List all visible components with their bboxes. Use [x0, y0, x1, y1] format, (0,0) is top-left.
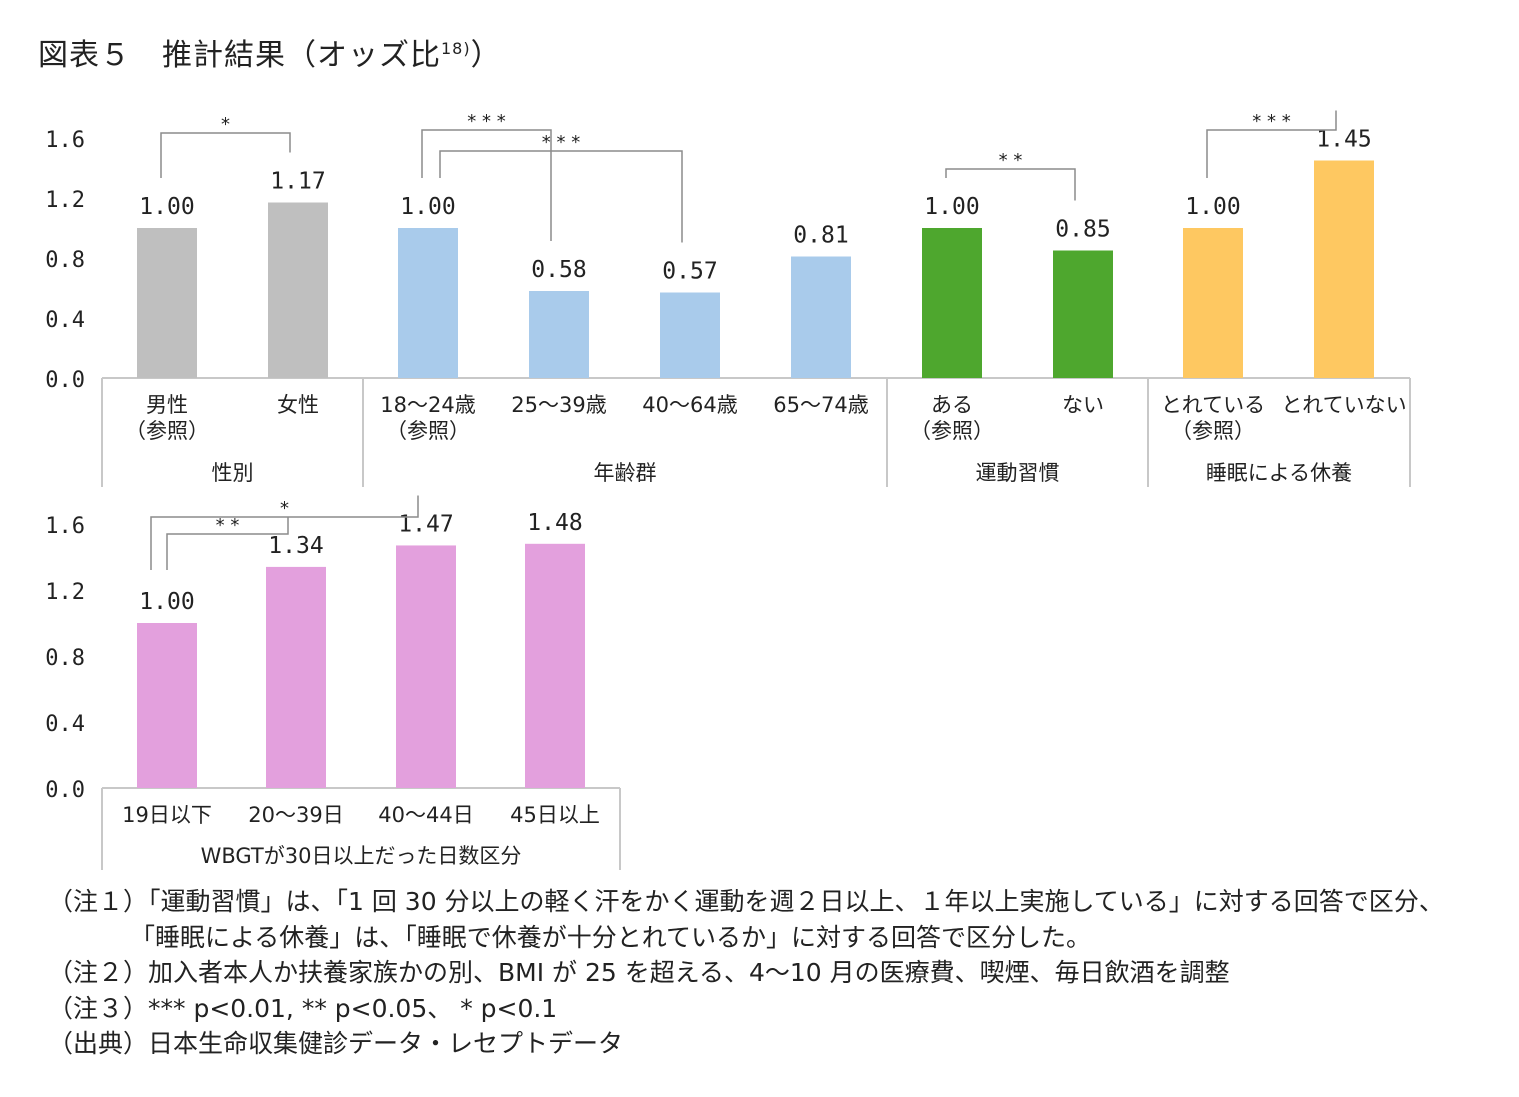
- group-label: 運動習慣: [976, 461, 1060, 485]
- group-label: 睡眠による休養: [1206, 461, 1352, 485]
- category-label: 40～64歳: [642, 393, 737, 417]
- note-source: （出典）日本生命収集健診データ・レセプトデータ: [48, 1029, 624, 1058]
- category-label: とれていない: [1281, 393, 1406, 417]
- group-label: 性別: [212, 461, 254, 485]
- bar: [791, 256, 851, 378]
- category-label: ない: [1062, 393, 1104, 417]
- group-label: WBGTが30日以上だった日数区分: [201, 844, 522, 868]
- category-label: 女性: [277, 393, 319, 417]
- bar: [398, 228, 458, 378]
- y-tick-label: 0.4: [45, 308, 85, 333]
- bar-value-label: 1.45: [1316, 127, 1371, 153]
- note-2: （注２）加入者本人か扶養家族かの別、BMI が 25 を超える、4～10 月の医…: [48, 958, 1230, 987]
- category-label: 45日以上: [510, 803, 600, 827]
- y-tick-label: 0.0: [45, 778, 85, 803]
- bar: [922, 228, 982, 378]
- bar: [268, 202, 328, 378]
- bar: [266, 566, 326, 788]
- bar-value-label: 0.57: [662, 259, 717, 285]
- significance-bracket: [150, 495, 419, 570]
- bar-value-label: 1.00: [139, 589, 194, 615]
- bar-value-label: 1.34: [268, 533, 323, 559]
- bar: [1183, 228, 1243, 378]
- category-label: 25～39歳: [511, 393, 606, 417]
- bar-value-label: 1.17: [270, 169, 325, 195]
- bar-value-label: 1.00: [1185, 194, 1240, 220]
- bar-value-label: 1.48: [527, 510, 582, 536]
- significance-bracket: [439, 150, 683, 243]
- category-label: 20～39日: [248, 803, 343, 827]
- y-tick-label: 1.6: [45, 128, 85, 153]
- category-label: 18～24歳: [380, 393, 475, 417]
- y-tick-label: 0.4: [45, 712, 85, 737]
- bar: [137, 623, 197, 788]
- bar: [137, 228, 197, 378]
- bar-value-label: 1.00: [400, 194, 455, 220]
- category-sublabel: （参照）: [386, 419, 470, 443]
- bar-value-label: 0.85: [1055, 217, 1110, 243]
- bar: [396, 545, 456, 788]
- bar: [525, 543, 585, 788]
- y-tick-label: 0.8: [45, 646, 85, 671]
- bar: [1053, 250, 1113, 378]
- significance-stars: * * *: [467, 111, 505, 132]
- odds-ratio-charts: 1.61.20.80.40.0性別1.00男性（参照）1.17女性*年齢群1.0…: [45, 110, 1411, 870]
- notes: （注１）「運動習慣」は、「1 回 30 分以上の軽く汗をかく運動を週２日以上、１…: [48, 884, 1444, 1062]
- category-label: 40～44日: [378, 803, 473, 827]
- bar-value-label: 0.81: [793, 223, 848, 249]
- bar: [660, 292, 720, 378]
- y-tick-label: 0.8: [45, 248, 85, 273]
- significance-bracket: [1206, 110, 1337, 178]
- significance-stars: * *: [999, 150, 1023, 171]
- significance-stars: * * *: [542, 132, 580, 153]
- significance-stars: *: [280, 498, 289, 519]
- note-3: （注３）*** p<0.01, ** p<0.05、 * p<0.1: [48, 993, 558, 1023]
- note-1: （注１）「運動習慣」は、「1 回 30 分以上の軽く汗をかく運動を週２日以上、１…: [48, 887, 1444, 916]
- y-tick-label: 1.6: [45, 514, 85, 539]
- bar: [1314, 160, 1374, 378]
- category-label: 19日以下: [122, 803, 212, 827]
- bar-value-label: 1.47: [398, 511, 453, 537]
- significance-stars: * *: [216, 515, 240, 536]
- group-label: 年齢群: [594, 461, 657, 485]
- significance-bracket: [166, 516, 289, 570]
- significance-bracket: [945, 168, 1076, 201]
- significance-stars: * * *: [1252, 111, 1290, 132]
- category-sublabel: （参照）: [1171, 419, 1255, 443]
- y-tick-label: 1.2: [45, 188, 85, 213]
- category-label: ある: [931, 393, 973, 417]
- significance-bracket: [421, 129, 552, 241]
- figure-title: 図表５ 推計結果（オッズ比18)）: [38, 38, 502, 73]
- bar-value-label: 1.00: [139, 194, 194, 220]
- bar-value-label: 1.00: [924, 194, 979, 220]
- category-label: とれている: [1161, 393, 1265, 417]
- significance-stars: *: [221, 114, 230, 135]
- bar: [529, 291, 589, 378]
- y-tick-label: 0.0: [45, 368, 85, 393]
- bar-value-label: 0.58: [531, 257, 586, 283]
- category-label: 男性: [146, 393, 188, 417]
- category-sublabel: （参照）: [910, 419, 994, 443]
- y-tick-label: 1.2: [45, 580, 85, 605]
- note-1-cont: 「睡眠による休養」は、「睡眠で休養が十分とれているか」に対する回答で区分した。: [130, 922, 1092, 952]
- category-sublabel: （参照）: [125, 419, 209, 443]
- significance-bracket: [160, 132, 291, 178]
- category-label: 65～74歳: [773, 393, 868, 417]
